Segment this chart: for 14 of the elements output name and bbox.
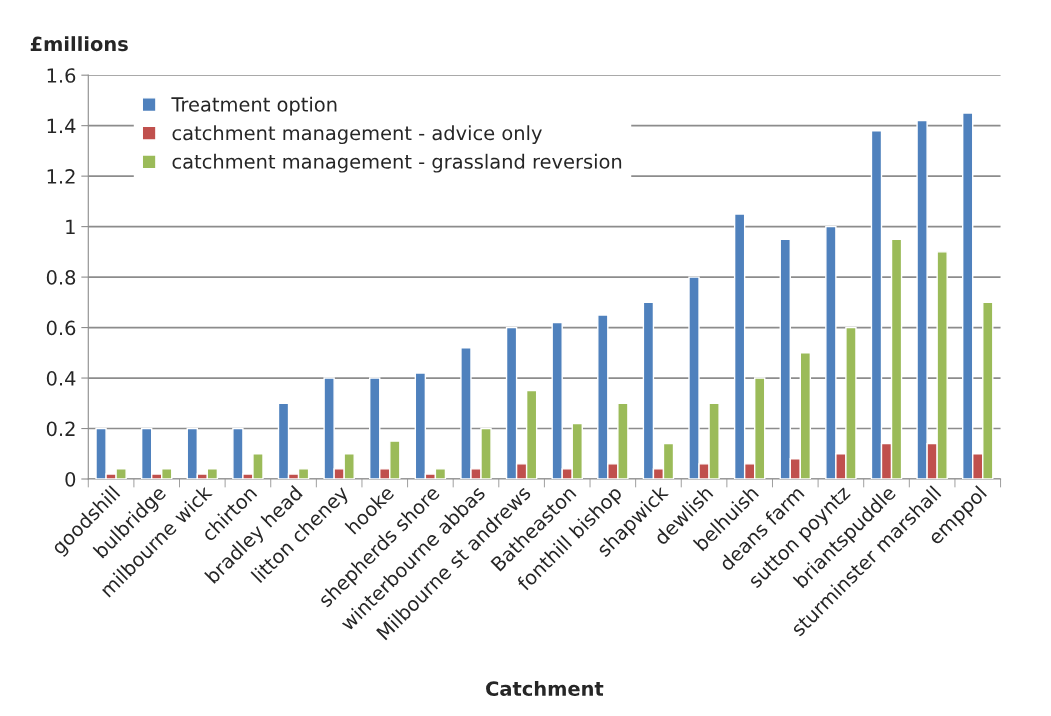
y-tick-label: 1 bbox=[66, 219, 75, 234]
legend-label: catchment management - grassland reversion bbox=[172, 153, 622, 173]
y-tick-label: 1.4 bbox=[47, 118, 76, 134]
legend-label: Treatment option bbox=[171, 96, 337, 116]
y-tick-label: 1.6 bbox=[47, 68, 76, 83]
y-axis-title: £millions bbox=[30, 36, 128, 52]
x-axis-title: Catchment bbox=[486, 680, 604, 696]
y-tick-label: 1.2 bbox=[47, 169, 75, 184]
y-tick-label: 0.6 bbox=[46, 320, 76, 336]
y-tick-label: 0.4 bbox=[46, 371, 76, 386]
y-tick-label: 0.2 bbox=[46, 421, 75, 437]
legend-label: catchment management - advice only bbox=[172, 125, 542, 145]
y-tick-label: 0 bbox=[65, 471, 76, 487]
y-tick-label: 0.8 bbox=[46, 270, 76, 285]
